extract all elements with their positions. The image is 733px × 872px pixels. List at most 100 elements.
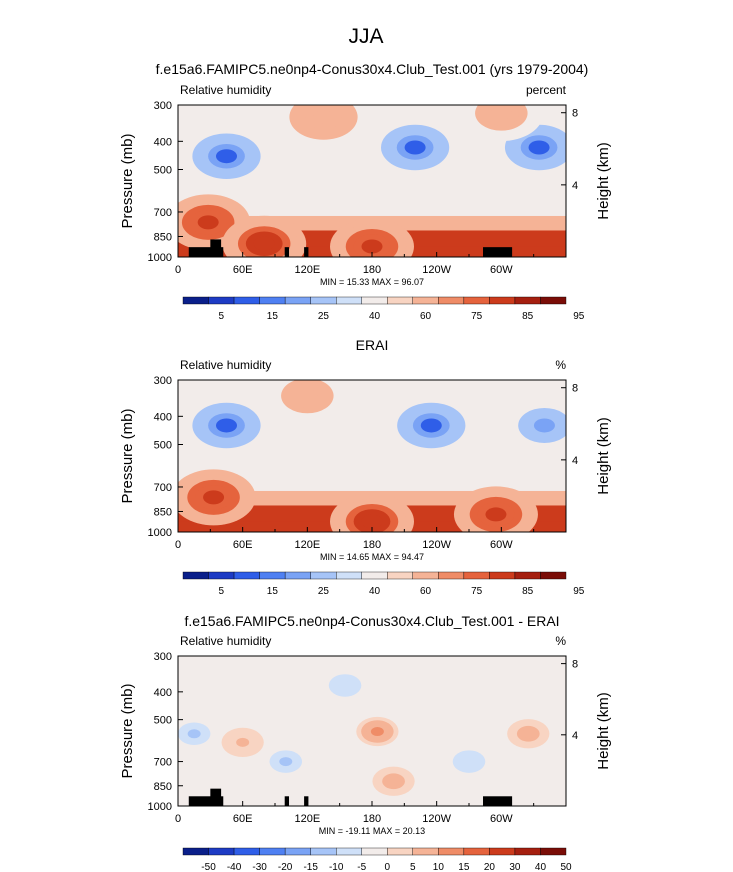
y-tick-label: 1000 — [148, 801, 172, 813]
colorbar-swatch — [284, 847, 311, 856]
colorbar-swatch — [361, 571, 388, 580]
colorbar-label: -5 — [357, 862, 366, 872]
topography-mask — [210, 788, 222, 806]
contour-feature — [197, 215, 219, 230]
y-tick-label: 500 — [154, 439, 172, 451]
colorbar-label: -40 — [227, 862, 242, 872]
y-tick-label: 1000 — [148, 252, 172, 264]
x-tick-label: 120W — [422, 539, 451, 551]
colorbar-label: 25 — [318, 311, 330, 322]
colorbar-label: 30 — [509, 862, 521, 872]
topography-mask — [483, 796, 513, 806]
x-tick-label: 0 — [175, 264, 181, 276]
colorbar-label: 15 — [458, 862, 470, 872]
colorbar-swatch — [336, 571, 362, 580]
y-tick-label: 850 — [154, 231, 172, 243]
colorbar-label: 5 — [219, 586, 225, 597]
y2-tick-label: 4 — [572, 180, 578, 192]
colorbar-label: 5 — [219, 311, 225, 322]
panels-container: f.e15a6.FAMIPC5.ne0np4-Conus30x4.Club_Te… — [119, 61, 612, 872]
x-tick-label: 0 — [175, 539, 181, 551]
colorbar-swatch — [489, 847, 516, 856]
colorbar-swatch — [259, 571, 286, 580]
colorbar-swatch — [361, 296, 388, 305]
colorbar-label: 60 — [420, 586, 432, 597]
colorbar-swatch — [540, 847, 567, 856]
y-axis-label: Pressure (mb) — [119, 133, 136, 228]
y2-tick-label: 8 — [572, 383, 578, 395]
contour-feature — [485, 507, 507, 522]
y2-tick-label: 8 — [572, 108, 578, 120]
contour-feature — [253, 236, 275, 251]
contour-feature — [361, 514, 383, 529]
colorbar-swatch — [259, 296, 286, 305]
x-tick-label: 120E — [294, 813, 320, 825]
colorbar-label: 85 — [522, 586, 534, 597]
y-tick-label: 500 — [154, 715, 172, 727]
contour-feature — [521, 729, 535, 739]
colorbar-swatch — [387, 296, 413, 305]
min-max-stats: MIN = 14.65 MAX = 94.47 — [320, 552, 424, 562]
colorbar-label: 0 — [384, 862, 390, 872]
colorbar-label: 15 — [267, 311, 279, 322]
y-tick-label: 400 — [154, 411, 172, 423]
colorbar-label: 95 — [573, 311, 585, 322]
topography-mask — [210, 239, 222, 257]
panel-model: f.e15a6.FAMIPC5.ne0np4-Conus30x4.Club_Te… — [119, 61, 612, 322]
y-tick-label: 700 — [154, 207, 172, 219]
topography-mask — [284, 247, 290, 257]
topography-mask — [188, 796, 224, 806]
topography-mask — [483, 247, 513, 257]
x-tick-label: 60W — [490, 264, 513, 276]
colorbar-label: 50 — [560, 862, 572, 872]
colorbar-label: 85 — [522, 311, 534, 322]
colorbar-label: 25 — [318, 586, 330, 597]
colorbar-swatch — [412, 296, 439, 305]
x-tick-label: 120W — [422, 264, 451, 276]
colorbar: 5 15 25 40 60 75 85 95 — [182, 571, 585, 597]
colorbar-swatch — [514, 847, 541, 856]
colorbar-label: 40 — [369, 311, 381, 322]
y2-axis-label: Height (km) — [595, 692, 612, 770]
y-tick-label: 500 — [154, 164, 172, 176]
x-tick-label: 0 — [175, 813, 181, 825]
plot-area — [178, 656, 566, 806]
y2-tick-label: 4 — [572, 730, 578, 742]
topography-mask — [304, 796, 309, 806]
x-tick-label: 120E — [294, 539, 320, 551]
panel-diff: f.e15a6.FAMIPC5.ne0np4-Conus30x4.Club_Te… — [119, 613, 612, 872]
x-tick-label: 60W — [490, 813, 513, 825]
colorbar-label: 20 — [484, 862, 496, 872]
y2-tick-label: 8 — [572, 659, 578, 671]
colorbar-swatch — [182, 847, 209, 856]
colorbar-label: 75 — [471, 586, 483, 597]
colorbar-swatch — [463, 847, 490, 856]
x-tick-label: 60E — [233, 539, 253, 551]
colorbar-swatch — [336, 296, 362, 305]
colorbar-swatch — [412, 571, 439, 580]
colorbar-swatch — [438, 571, 465, 580]
contour-feature — [296, 388, 318, 403]
panel-title: f.e15a6.FAMIPC5.ne0np4-Conus30x4.Club_Te… — [184, 613, 559, 629]
x-tick-label: 60W — [490, 539, 513, 551]
colorbar-swatch — [387, 847, 413, 856]
contour-feature — [361, 239, 383, 254]
colorbar-swatch — [489, 296, 516, 305]
figure-title: JJA — [348, 25, 383, 48]
y-tick-label: 700 — [154, 482, 172, 494]
colorbar-label: 95 — [573, 586, 585, 597]
colorbar-label: -20 — [278, 862, 293, 872]
panel-title: f.e15a6.FAMIPC5.ne0np4-Conus30x4.Club_Te… — [156, 61, 589, 77]
y-axis-label: Pressure (mb) — [119, 683, 136, 778]
contour-feature — [216, 149, 237, 164]
variable-label: Relative humidity — [180, 634, 271, 648]
contour-feature — [216, 418, 237, 433]
colorbar-swatch — [540, 571, 567, 580]
colorbar-swatch — [412, 847, 439, 856]
min-max-stats: MIN = 15.33 MAX = 96.07 — [320, 277, 424, 287]
y-tick-label: 300 — [154, 651, 172, 663]
y-axis-label: Pressure (mb) — [119, 408, 136, 503]
colorbar-swatch — [233, 847, 260, 856]
colorbar-swatch — [514, 296, 541, 305]
